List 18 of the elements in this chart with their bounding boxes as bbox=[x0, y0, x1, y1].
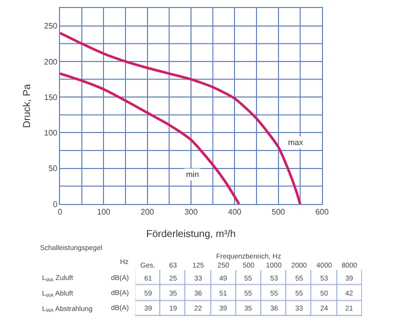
y-tick-label: 200 bbox=[44, 57, 58, 66]
y-tick-label: 250 bbox=[44, 22, 58, 31]
x-tick-label: 100 bbox=[96, 208, 111, 217]
y-axis-title: Druck, Pa bbox=[22, 84, 33, 128]
x-tick-label: 200 bbox=[140, 208, 155, 217]
line-series bbox=[60, 32, 302, 204]
y-tick-label: 50 bbox=[48, 164, 58, 174]
x-tick-label: 600 bbox=[315, 208, 330, 217]
y-tick-label: 100 bbox=[44, 128, 58, 138]
series-label: min bbox=[186, 170, 199, 179]
line-series bbox=[60, 72, 240, 204]
x-axis-title: Förderleistung, m³/h bbox=[146, 229, 236, 240]
series-label: max bbox=[288, 138, 304, 147]
y-tick-label: 150 bbox=[44, 92, 58, 102]
x-tick-label: 300 bbox=[184, 208, 198, 217]
y-tick-label: 0 bbox=[52, 200, 58, 209]
x-tick-label: 400 bbox=[228, 208, 242, 217]
x-tick-label: 500 bbox=[272, 208, 286, 217]
